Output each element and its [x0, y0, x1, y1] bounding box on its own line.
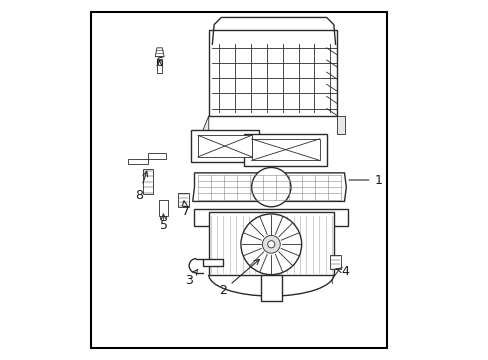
- Text: 2: 2: [219, 260, 259, 297]
- Text: 5: 5: [160, 213, 168, 232]
- Polygon shape: [244, 134, 326, 166]
- Polygon shape: [157, 59, 162, 73]
- Polygon shape: [198, 135, 251, 157]
- Polygon shape: [190, 130, 258, 162]
- Polygon shape: [208, 30, 337, 116]
- Polygon shape: [159, 200, 167, 216]
- Polygon shape: [142, 169, 153, 194]
- Text: 1: 1: [348, 174, 382, 186]
- Text: 7: 7: [181, 201, 189, 218]
- Circle shape: [262, 235, 280, 253]
- Polygon shape: [192, 173, 346, 202]
- Bar: [203, 258, 223, 266]
- Text: 6: 6: [155, 56, 163, 69]
- Polygon shape: [208, 212, 333, 275]
- Polygon shape: [194, 208, 347, 226]
- Circle shape: [267, 241, 274, 248]
- Circle shape: [241, 214, 301, 275]
- Polygon shape: [128, 153, 165, 164]
- Polygon shape: [251, 139, 319, 160]
- Text: 4: 4: [335, 265, 348, 278]
- Polygon shape: [155, 48, 164, 57]
- Text: 3: 3: [185, 269, 197, 287]
- Polygon shape: [201, 116, 208, 134]
- Text: 8: 8: [135, 171, 147, 202]
- Polygon shape: [329, 255, 340, 269]
- Circle shape: [251, 167, 290, 207]
- Bar: [91, 12, 386, 348]
- Bar: [260, 275, 282, 301]
- Polygon shape: [178, 193, 189, 207]
- Polygon shape: [337, 116, 344, 134]
